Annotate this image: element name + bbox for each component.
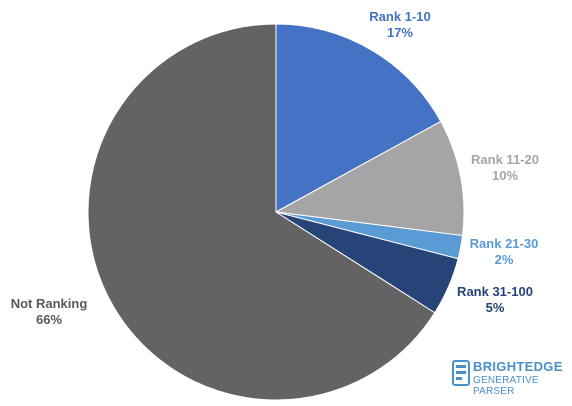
slice-label-not-ranking: Not Ranking 66% [11,296,88,328]
slice-label-rank-31-100: Rank 31-100 5% [457,284,533,316]
brightedge-logo-icon [452,360,470,386]
slice-label-name: Rank 21-30 [469,236,539,251]
pie-slice-rank-1-10 [275,23,442,213]
logo-sub-text: GENERATIVE PARSER [473,375,539,397]
slice-label-name: Rank 31-100 [457,284,533,299]
slice-label-name: Rank 1-10 [369,9,431,24]
slice-label-rank-11-20: Rank 11-20 10% [471,152,539,184]
slice-label-rank-21-30: Rank 21-30 2% [470,236,539,268]
slice-label-percent: 2% [494,252,514,267]
slice-label-percent: 10% [491,168,519,183]
slice-label-percent: 5% [485,300,505,315]
brightedge-logo: BRIGHTEDGE GENERATIVE PARSER [450,356,568,397]
slice-label-name: Rank 11-20 [471,152,539,167]
slice-label-percent: 66% [35,312,63,327]
pie-slice-rank-11-20 [274,120,465,237]
slice-label-name: Not Ranking [10,296,88,311]
slice-label-percent: 17% [386,25,414,40]
pie-slice-not-ranking [87,23,436,401]
slice-label-rank-1-10: Rank 1-10 17% [369,9,430,41]
logo-brand-text: BRIGHTEDGE [473,359,563,374]
